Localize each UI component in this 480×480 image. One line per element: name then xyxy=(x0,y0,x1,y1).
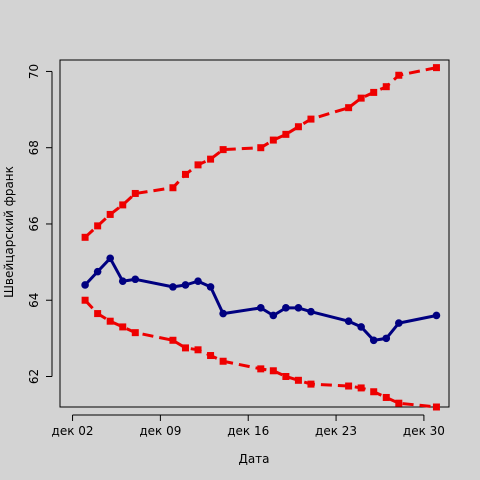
data-point xyxy=(345,382,353,390)
series-1 xyxy=(81,254,441,345)
data-point xyxy=(131,329,139,337)
data-point xyxy=(269,311,278,320)
data-point xyxy=(369,336,378,345)
data-point xyxy=(94,310,102,318)
data-point xyxy=(432,64,440,72)
data-point xyxy=(370,88,378,96)
data-point xyxy=(269,367,277,375)
data-point xyxy=(131,275,140,284)
data-point xyxy=(106,254,114,263)
data-point xyxy=(131,189,139,197)
series-line xyxy=(84,299,437,409)
data-point xyxy=(169,336,177,344)
data-point xyxy=(307,115,315,123)
data-point xyxy=(395,399,403,407)
data-point xyxy=(357,94,365,102)
data-point xyxy=(307,380,315,388)
data-point xyxy=(181,170,189,178)
data-point xyxy=(106,317,114,325)
data-point xyxy=(294,123,302,131)
data-point xyxy=(219,309,227,318)
data-point xyxy=(282,372,290,380)
data-point xyxy=(194,346,202,354)
data-point xyxy=(282,304,290,312)
data-point xyxy=(81,281,89,289)
y-axis-title: Швейцарский франк xyxy=(2,166,16,298)
data-point xyxy=(207,155,215,163)
data-point xyxy=(395,319,403,327)
x-tick-label: дек 16 xyxy=(227,424,269,438)
x-tick-label: дек 02 xyxy=(52,424,94,438)
y-tick-label: 70 xyxy=(27,64,41,79)
data-point xyxy=(169,184,177,192)
data-point xyxy=(81,233,89,241)
data-point xyxy=(219,357,227,365)
data-point xyxy=(256,304,265,312)
data-point xyxy=(432,311,441,320)
x-tick-label: дек 23 xyxy=(315,424,357,438)
plot-frame xyxy=(59,59,450,408)
y-tick-label: 64 xyxy=(27,293,41,308)
y-tick-label: 68 xyxy=(27,140,41,155)
data-point xyxy=(181,344,189,352)
data-point xyxy=(432,403,440,411)
data-point xyxy=(382,83,390,91)
data-point xyxy=(395,71,403,79)
x-tick-label: дек 30 xyxy=(403,424,445,438)
data-point xyxy=(382,334,391,343)
data-point xyxy=(257,365,265,373)
data-point xyxy=(118,277,127,285)
data-point xyxy=(382,393,390,401)
y-tick-label: 62 xyxy=(27,369,41,384)
data-point xyxy=(282,130,290,138)
data-point xyxy=(119,201,127,209)
data-point xyxy=(106,210,114,218)
y-axis: 62 64 66 68 70 xyxy=(27,64,53,384)
x-axis-title: Дата xyxy=(238,452,269,466)
data-point xyxy=(207,352,215,360)
x-tick-label: дек 09 xyxy=(139,424,181,438)
series-3 xyxy=(81,296,440,411)
data-point xyxy=(307,307,315,316)
data-point xyxy=(269,136,277,144)
data-point xyxy=(357,384,365,392)
data-point xyxy=(194,277,202,285)
series-2 xyxy=(81,64,440,241)
data-point xyxy=(370,388,378,396)
series-line xyxy=(84,256,437,342)
data-point xyxy=(357,323,365,331)
series-layer xyxy=(81,64,441,411)
data-point xyxy=(219,146,227,154)
data-point xyxy=(206,283,215,291)
data-point xyxy=(81,296,89,304)
data-point xyxy=(119,323,127,331)
data-point xyxy=(294,376,302,384)
data-point xyxy=(257,144,265,152)
data-point xyxy=(344,317,353,326)
data-point xyxy=(181,281,190,289)
data-point xyxy=(93,267,102,276)
series-line xyxy=(84,66,437,239)
data-point xyxy=(345,104,353,112)
x-axis: дек 02 дек 09 дек 16 дек 23 дек 30 xyxy=(52,414,445,438)
y-tick-label: 66 xyxy=(27,216,41,231)
data-point xyxy=(294,304,303,312)
data-point xyxy=(169,283,177,291)
data-point xyxy=(194,161,202,169)
data-point xyxy=(94,222,102,230)
